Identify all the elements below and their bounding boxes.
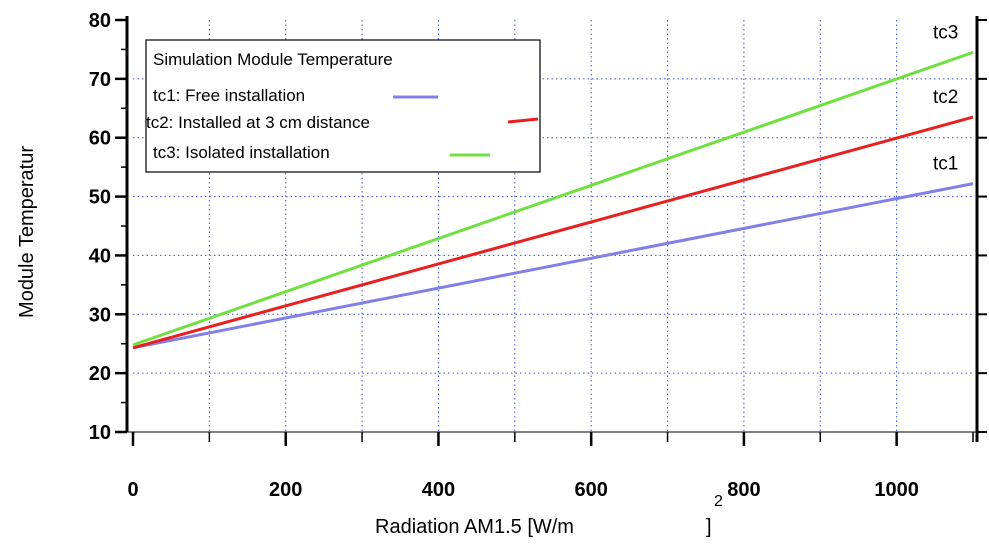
legend-entry-tc3: tc3: Isolated installation (153, 143, 330, 162)
series-line-tc2 (132, 115, 974, 350)
legend-entry-tc1: tc1: Free installation (153, 86, 305, 105)
y-tick-label: 70 (89, 69, 111, 91)
y-tick-label: 10 (89, 422, 111, 444)
series-label-tc1: tc1 (933, 154, 958, 175)
series-line-tc1 (132, 182, 974, 350)
x-axis-title-superscript: 2 (714, 493, 723, 510)
x-tick-label: 0 (127, 479, 138, 501)
y-tick-label: 80 (89, 10, 111, 32)
y-tick-label: 40 (89, 245, 111, 267)
series-line-tc3 (132, 50, 974, 347)
x-tick-label: 1000 (874, 479, 919, 501)
legend-box (145, 39, 541, 173)
series-label-tc2: tc2 (933, 87, 958, 108)
legend-entry-tc2: tc2: Installed at 3 cm distance (146, 113, 370, 132)
y-tick-label: 30 (89, 304, 111, 326)
x-tick-label: 200 (269, 479, 302, 501)
y-tick-label: 50 (89, 187, 111, 209)
legend-title: Simulation Module Temperature (153, 50, 393, 69)
legend: Simulation Module Temperature tc1: Free … (145, 39, 541, 173)
series-labels: tc1 tc2 tc3 (933, 22, 958, 174)
x-axis-title-text: Radiation AM1.5 [W/m (375, 516, 574, 538)
x-tick-label: 400 (422, 479, 455, 501)
series-label-tc3: tc3 (933, 22, 958, 43)
legend-swatch-tc2 (507, 117, 539, 124)
axes (115, 16, 987, 446)
x-axis-title: Radiation AM1.5 [W/m 2 ] (375, 493, 723, 538)
y-tick-label: 20 (89, 363, 111, 385)
y-tick-label: 60 (89, 128, 111, 150)
y-axis-title: Module Temperatur (16, 146, 38, 318)
series-group (132, 50, 974, 350)
x-tick-label: 600 (574, 479, 607, 501)
x-tick-label: 800 (727, 479, 760, 501)
x-axis-title-bracket: ] (706, 516, 712, 538)
